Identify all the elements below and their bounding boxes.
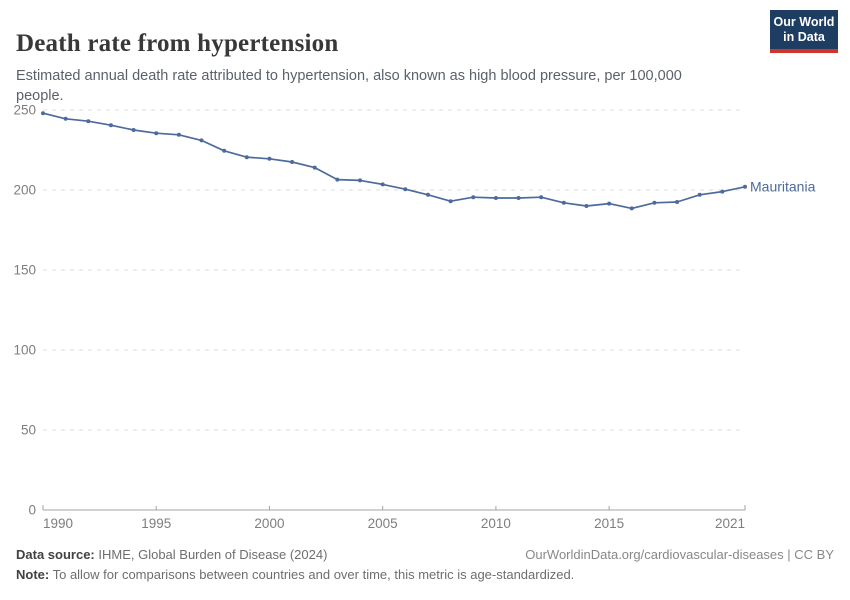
chart-subtitle: Estimated annual death rate attributed t…: [16, 67, 682, 105]
x-axis-label-2021: 2021: [715, 516, 745, 531]
x-axis-label-1995: 1995: [141, 516, 171, 531]
data-point-1990[interactable]: [41, 111, 45, 116]
data-point-2018[interactable]: [675, 200, 680, 204]
x-axis-label-2005: 2005: [368, 516, 398, 531]
data-point-2002[interactable]: [312, 165, 317, 170]
x-axis-label-1990: 1990: [43, 516, 73, 531]
owid-logo-line1: Our World: [773, 15, 835, 29]
data-source-text: IHME, Global Burden of Disease (2024): [94, 547, 328, 562]
y-axis-label-150: 150: [13, 263, 36, 278]
data-point-2009[interactable]: [471, 195, 476, 200]
data-point-1995[interactable]: [154, 131, 159, 136]
data-point-2004[interactable]: [358, 178, 363, 183]
data-point-2008[interactable]: [448, 199, 453, 204]
data-point-2012[interactable]: [539, 195, 544, 200]
x-axis-label-2000: 2000: [254, 516, 284, 531]
data-point-1993[interactable]: [108, 123, 113, 128]
data-point-2007[interactable]: [425, 192, 430, 197]
y-axis-label-250: 250: [13, 103, 36, 118]
data-point-2014[interactable]: [584, 204, 589, 208]
y-axis-label-0: 0: [28, 503, 36, 518]
note-text: To allow for comparisons between countri…: [49, 567, 575, 583]
data-point-2019[interactable]: [697, 192, 702, 197]
data-point-1999[interactable]: [244, 155, 249, 160]
y-axis-label-100: 100: [13, 343, 36, 358]
data-point-2003[interactable]: [335, 177, 340, 182]
y-axis-label-50: 50: [21, 423, 36, 438]
data-point-2016[interactable]: [629, 206, 634, 211]
series-line-mauritania[interactable]: [42, 112, 746, 210]
data-point-2017[interactable]: [652, 200, 657, 205]
x-axis-label-2015: 2015: [594, 516, 624, 531]
data-point-1997[interactable]: [199, 138, 204, 143]
data-point-2021[interactable]: [743, 184, 747, 189]
y-axis-label-200: 200: [13, 183, 36, 198]
data-point-2006[interactable]: [403, 187, 408, 192]
data-point-2013[interactable]: [561, 200, 566, 205]
data-point-2015[interactable]: [607, 201, 612, 206]
data-point-2005[interactable]: [380, 182, 385, 187]
entity-label-mauritania[interactable]: Mauritania: [750, 178, 816, 194]
data-source-label: Data source:: [16, 547, 95, 562]
data-point-2020[interactable]: [720, 189, 725, 194]
note-label: Note:: [16, 567, 50, 583]
data-point-2011[interactable]: [516, 196, 521, 200]
data-point-1996[interactable]: [176, 132, 181, 137]
owid-logo-line2: in Data: [783, 30, 825, 44]
data-source-line: Data source: IHME, Global Burden of Dise…: [16, 545, 327, 565]
data-point-1991[interactable]: [63, 116, 68, 121]
x-axis-label-2010: 2010: [481, 516, 511, 531]
data-point-2001[interactable]: [290, 160, 295, 164]
owid-url-text: OurWorldinData.org/cardiovascular-diseas…: [525, 547, 834, 562]
data-point-1994[interactable]: [131, 128, 136, 132]
data-point-1998[interactable]: [222, 148, 227, 153]
data-point-2000[interactable]: [267, 156, 272, 161]
owid-logo[interactable]: Our World in Data: [770, 10, 838, 53]
chart-footer: Data source: IHME, Global Burden of Dise…: [16, 545, 834, 585]
data-point-1992[interactable]: [86, 119, 91, 124]
chart-title: Death rate from hypertension: [16, 29, 339, 57]
data-point-2010[interactable]: [493, 196, 498, 200]
